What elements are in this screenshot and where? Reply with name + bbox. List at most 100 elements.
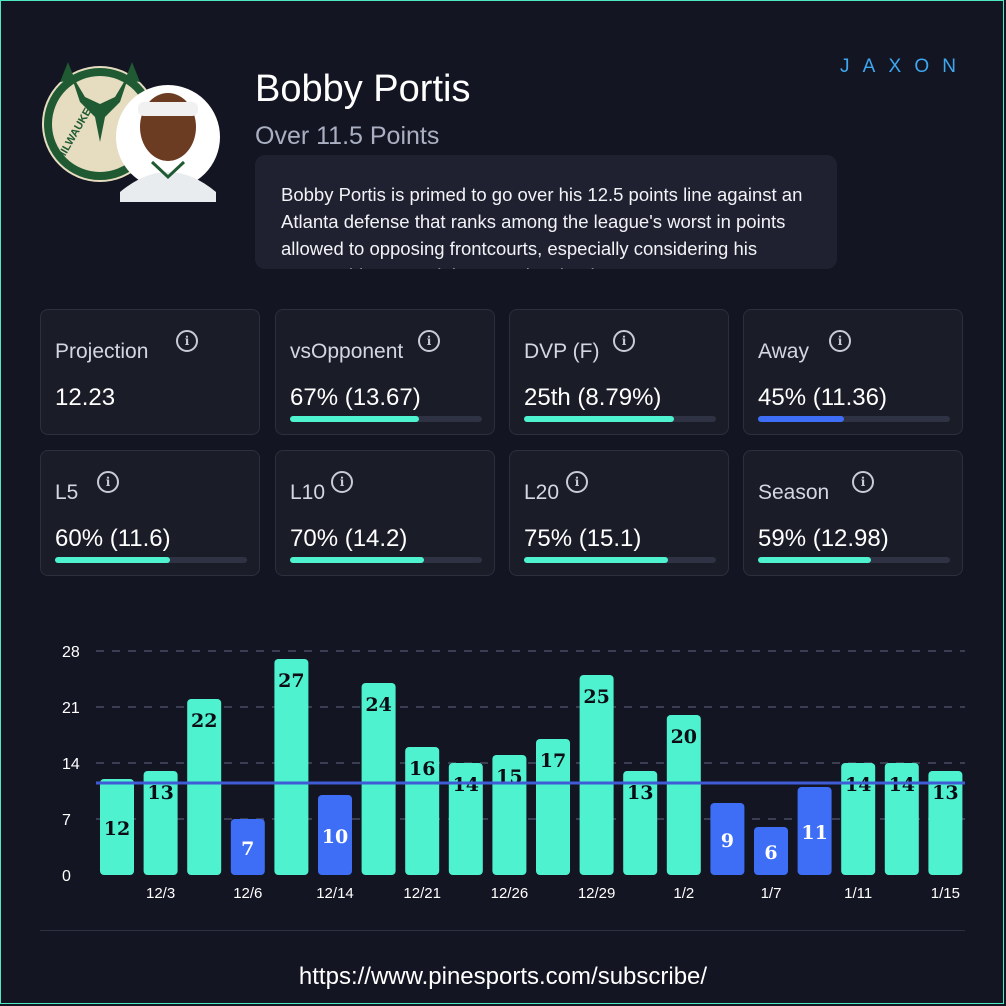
bar xyxy=(448,763,483,875)
bar xyxy=(666,715,701,875)
stat-progress-track xyxy=(290,557,482,563)
stat-progress-fill xyxy=(55,557,171,563)
bar xyxy=(361,683,396,875)
stat-progress-fill xyxy=(290,557,425,563)
bar xyxy=(579,675,614,875)
bar xyxy=(710,803,745,875)
bar xyxy=(318,795,352,875)
y-tick-label: 7 xyxy=(62,812,71,829)
stat-label: DVP (F) xyxy=(524,340,600,363)
x-tick-label: 12/21 xyxy=(403,885,441,902)
bar-value-label: 14 xyxy=(453,774,479,796)
player-name: Bobby Portis xyxy=(255,68,471,110)
stat-value: 59% (12.98) xyxy=(758,525,889,552)
bar xyxy=(928,771,963,875)
bar xyxy=(884,763,919,875)
stat-card-l10: L10 i 70% (14.2) xyxy=(275,450,495,576)
bar xyxy=(187,699,222,875)
stat-progress-track xyxy=(55,557,247,563)
bar xyxy=(797,787,832,875)
x-tick-label: 12/3 xyxy=(146,885,175,902)
stat-card-vsopponent: vsOpponent i 67% (13.67) xyxy=(275,309,495,435)
stat-progress-track xyxy=(524,416,716,422)
info-icon[interactable]: i xyxy=(97,471,119,493)
x-tick-label: 12/14 xyxy=(316,885,354,902)
x-tick-label: 1/11 xyxy=(844,885,872,902)
y-tick-label: 14 xyxy=(62,756,80,773)
bar xyxy=(143,771,178,875)
stat-progress-track xyxy=(758,416,950,422)
x-tick-label: 1/7 xyxy=(761,885,782,902)
stat-progress-fill xyxy=(758,557,872,563)
stat-label: L20 xyxy=(524,481,560,504)
info-icon[interactable]: i xyxy=(852,471,874,493)
analysis-description[interactable]: Bobby Portis is primed to go over his 12… xyxy=(255,155,837,269)
bar-value-label: 10 xyxy=(322,826,348,848)
stat-value: 75% (15.1) xyxy=(524,525,642,552)
bar-value-label: 12 xyxy=(104,818,130,840)
bar xyxy=(100,779,134,875)
bar-value-label: 15 xyxy=(496,766,522,788)
stat-progress-track xyxy=(290,416,482,422)
stat-value: 12.23 xyxy=(55,384,116,411)
stat-value: 45% (11.36) xyxy=(758,384,887,411)
bar-value-label: 13 xyxy=(932,782,958,804)
stat-value: 70% (14.2) xyxy=(290,525,408,552)
brand-text: JAXON xyxy=(840,56,958,77)
bar xyxy=(841,763,876,875)
bar xyxy=(623,771,658,875)
x-tick-label: 12/26 xyxy=(491,885,529,902)
divider xyxy=(40,930,965,931)
stat-label: Season xyxy=(758,481,830,504)
bar xyxy=(754,827,788,875)
stat-progress-fill xyxy=(758,416,845,422)
info-icon[interactable]: i xyxy=(829,330,851,352)
bar-value-label: 7 xyxy=(241,838,254,860)
bar-value-label: 25 xyxy=(583,686,609,708)
bar-value-label: 17 xyxy=(540,750,566,772)
y-tick-label: 28 xyxy=(62,644,80,661)
stat-progress-fill xyxy=(524,557,668,563)
bar-value-label: 14 xyxy=(845,774,871,796)
bar-value-label: 24 xyxy=(365,694,391,716)
stat-value: 60% (11.6) xyxy=(55,525,171,552)
bar xyxy=(274,659,309,875)
bar xyxy=(405,747,440,875)
subscribe-link[interactable]: https://www.pinesports.com/subscribe/ xyxy=(298,963,708,990)
stat-progress-track xyxy=(524,557,716,563)
bar-value-label: 13 xyxy=(147,782,173,804)
y-tick-label: 21 xyxy=(62,700,80,717)
stat-card-season: Season i 59% (12.98) xyxy=(743,450,963,576)
stat-card-l5: L5 i 60% (11.6) xyxy=(40,450,260,576)
x-tick-label: 1/15 xyxy=(931,885,960,902)
bar-value-label: 11 xyxy=(801,822,827,844)
bar-value-label: 20 xyxy=(671,726,697,748)
info-icon[interactable]: i xyxy=(176,330,198,352)
info-icon[interactable]: i xyxy=(418,330,440,352)
x-tick-label: 12/29 xyxy=(578,885,616,902)
bar xyxy=(492,755,527,875)
x-tick-label: 1/2 xyxy=(673,885,694,902)
brand-logo: JAXON xyxy=(840,48,965,89)
bar-value-label: 13 xyxy=(627,782,653,804)
bar-value-label: 14 xyxy=(889,774,915,796)
bar-value-label: 22 xyxy=(191,710,217,732)
bar-value-label: 6 xyxy=(764,842,777,864)
stat-card-l20: L20 i 75% (15.1) xyxy=(509,450,729,576)
bar-value-label: 16 xyxy=(409,758,435,780)
bar-value-label: 27 xyxy=(278,670,304,692)
points-bar-chart: 0 7 14 21 28 12 13 12/3 22 7 12/6 27 10 12/14 24 16 12/2… xyxy=(62,644,965,902)
info-icon[interactable]: i xyxy=(566,471,588,493)
info-icon[interactable]: i xyxy=(613,330,635,352)
stat-progress-fill xyxy=(290,416,419,422)
stat-progress-fill xyxy=(524,416,674,422)
stat-label: Projection xyxy=(55,340,149,363)
stat-card-dvp-f: DVP (F) i 25th (8.79%) xyxy=(509,309,729,435)
info-icon[interactable]: i xyxy=(331,471,353,493)
stat-value: 67% (13.67) xyxy=(290,384,421,411)
stat-label: L10 xyxy=(290,481,326,504)
stat-label: vsOpponent xyxy=(290,340,404,363)
stat-card-away: Away i 45% (11.36) xyxy=(743,309,963,435)
y-tick-label: 0 xyxy=(62,868,71,885)
